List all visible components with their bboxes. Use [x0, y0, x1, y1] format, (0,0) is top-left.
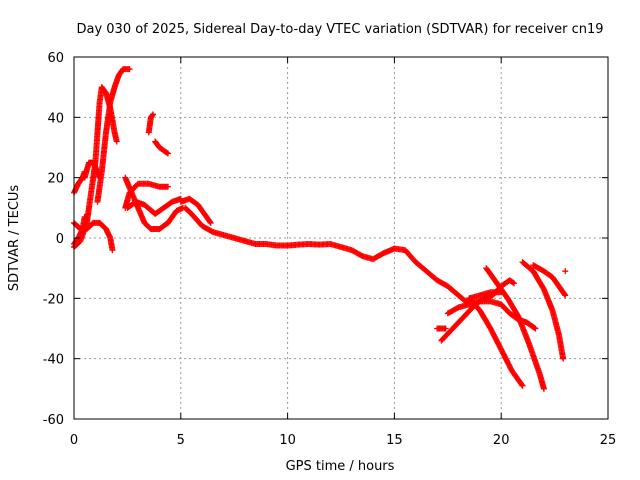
y-tick-label: 60 [47, 51, 64, 66]
data-point [540, 385, 547, 392]
data-point [81, 168, 88, 175]
x-tick-label: 0 [70, 433, 78, 448]
series-arc-m [434, 325, 449, 332]
y-tick-label: -40 [43, 353, 64, 368]
data-point [519, 382, 526, 389]
chart-title: Day 030 of 2025, Sidereal Day-to-day VTE… [76, 22, 603, 37]
x-tick-label: 10 [279, 433, 296, 448]
series-arc-l [177, 195, 214, 226]
data-point [96, 174, 103, 181]
y-tick-label: 20 [47, 172, 64, 187]
data-point [442, 325, 449, 332]
axis-ticks: 0 5 10 15 20 25 -60 -40 -20 0 20 40 60 [43, 51, 617, 448]
x-tick-label: 20 [493, 433, 510, 448]
data-point [518, 381, 525, 388]
y-axis-label: SDTVAR / TECUs [7, 185, 22, 292]
data-point [164, 150, 171, 157]
series-arc-r [519, 259, 567, 362]
grid-lines [74, 57, 608, 419]
data-point [206, 218, 213, 225]
data-point [562, 268, 569, 275]
series-arc-e [71, 219, 116, 254]
data-point [509, 279, 516, 286]
data-point [109, 247, 116, 254]
series-main-trend [182, 204, 473, 308]
data-point [498, 289, 505, 296]
data-point [149, 112, 156, 119]
series-isolated [562, 268, 569, 275]
y-tick-label: -60 [43, 413, 64, 428]
series-arc-j [145, 111, 157, 136]
data-point [164, 183, 171, 190]
series-arc-b [94, 66, 133, 205]
data-marks [71, 66, 569, 392]
data-point [207, 219, 214, 226]
series-arc-t [466, 289, 505, 302]
data-point [150, 111, 157, 118]
data-point [560, 355, 567, 362]
x-axis-label: GPS time / hours [286, 459, 395, 474]
y-tick-label: 40 [47, 111, 64, 126]
series-arc-q [444, 298, 539, 332]
series-arc-s [530, 262, 569, 299]
data-point [561, 291, 568, 298]
data-point [511, 280, 518, 287]
data-point [562, 292, 569, 299]
data-point [81, 213, 88, 220]
data-point [532, 325, 539, 332]
series-arc-o [466, 295, 526, 389]
x-tick-label: 15 [386, 433, 403, 448]
data-point [179, 204, 186, 211]
data-point [113, 138, 120, 145]
data-point [126, 66, 133, 73]
x-tick-label: 5 [177, 433, 185, 448]
data-point [531, 324, 538, 331]
y-tick-label: -20 [43, 292, 64, 307]
series-arc-k [152, 138, 171, 157]
y-tick-label: 0 [56, 232, 64, 247]
data-point [163, 149, 170, 156]
series-arc-i [124, 195, 184, 217]
x-tick-label: 25 [600, 433, 617, 448]
